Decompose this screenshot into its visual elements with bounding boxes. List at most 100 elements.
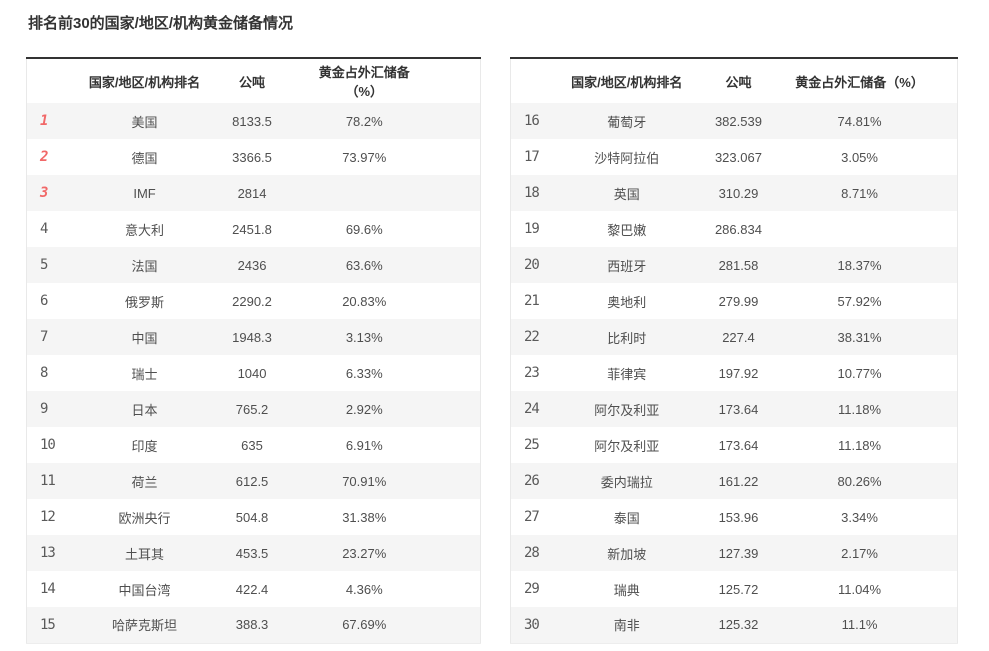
cell-tonnes: 310.29 xyxy=(718,185,759,201)
table-header: 国家/地区/机构排名 公吨 黄金占外汇储备（%） xyxy=(26,58,481,103)
cell-tonnes: 281.58 xyxy=(718,257,759,273)
cell-name: 西班牙 xyxy=(607,258,647,274)
header-rank xyxy=(510,58,569,103)
cell-pct: 3.13% xyxy=(345,329,383,345)
cell-name: 葡萄牙 xyxy=(607,114,647,130)
table-row: 7 中国 1948.3 3.13% xyxy=(26,319,481,355)
cell-rank: 2 xyxy=(40,149,48,165)
table-row: 30 南非 125.32 11.1% xyxy=(510,607,958,643)
cell-pct: 4.36% xyxy=(345,581,383,597)
table-row: 23 菲律宾 197.92 10.77% xyxy=(510,355,958,391)
cell-pct: 73.97% xyxy=(342,149,387,165)
cell-pct: 23.27% xyxy=(342,545,387,561)
cell-pct xyxy=(792,211,957,247)
cell-tonnes: 3366.5 xyxy=(232,149,272,165)
header-name: 国家/地区/机构排名 xyxy=(568,58,685,103)
cell-rank: 5 xyxy=(40,257,48,273)
cell-name: 奥地利 xyxy=(607,294,647,310)
cell-tonnes: 1948.3 xyxy=(232,329,272,345)
cell-name: 菲律宾 xyxy=(607,366,647,382)
cell-tonnes: 173.64 xyxy=(718,401,759,417)
table-row: 17 沙特阿拉伯 323.067 3.05% xyxy=(510,139,958,175)
cell-tonnes: 2436 xyxy=(237,257,267,273)
cell-pct: 63.6% xyxy=(345,257,383,273)
table-row: 12 欧洲央行 504.8 31.38% xyxy=(26,499,481,535)
cell-rank: 19 xyxy=(524,221,540,237)
cell-tonnes: 765.2 xyxy=(235,401,269,417)
table-row: 5 法国 2436 63.6% xyxy=(26,247,481,283)
table-row: 14 中国台湾 422.4 4.36% xyxy=(26,571,481,607)
cell-pct: 18.37% xyxy=(837,257,882,273)
table-row: 8 瑞士 1040 6.33% xyxy=(26,355,481,391)
cell-tonnes: 1040 xyxy=(237,365,267,381)
tables-container: 国家/地区/机构排名 公吨 黄金占外汇储备（%） 1 美国 8133.5 78.2% 2… xyxy=(26,57,959,644)
table-row: 16 葡萄牙 382.539 74.81% xyxy=(510,103,958,139)
header-pct: 黄金占外汇储备（%） xyxy=(792,58,958,103)
cell-rank: 28 xyxy=(524,545,540,561)
cell-rank: 10 xyxy=(40,437,56,453)
table-row: 3 IMF 2814 xyxy=(26,175,481,211)
cell-rank: 23 xyxy=(524,365,540,381)
cell-pct: 2.92% xyxy=(345,401,383,417)
cell-name: 阿尔及利亚 xyxy=(594,402,660,418)
table-row: 2 德国 3366.5 73.97% xyxy=(26,139,481,175)
cell-pct: 20.83% xyxy=(342,293,387,309)
cell-pct: 78.2% xyxy=(345,113,383,129)
cell-tonnes: 125.32 xyxy=(718,617,759,633)
cell-tonnes: 161.22 xyxy=(718,473,759,489)
cell-rank: 20 xyxy=(524,257,540,273)
cell-rank: 29 xyxy=(524,581,540,597)
cell-rank: 24 xyxy=(524,401,540,417)
table-row: 13 土耳其 453.5 23.27% xyxy=(26,535,481,571)
cell-name: 瑞士 xyxy=(131,366,158,382)
cell-tonnes: 173.64 xyxy=(718,437,759,453)
cell-rank: 15 xyxy=(40,616,56,633)
table-row: 21 奥地利 279.99 57.92% xyxy=(510,283,958,319)
cell-pct: 31.38% xyxy=(342,509,387,525)
cell-rank: 3 xyxy=(40,185,48,201)
cell-rank: 6 xyxy=(40,293,48,309)
table-row: 24 阿尔及利亚 173.64 11.18% xyxy=(510,391,958,427)
cell-rank: 26 xyxy=(524,473,540,489)
cell-tonnes: 382.539 xyxy=(714,113,762,129)
cell-name: 泰国 xyxy=(613,510,640,526)
cell-pct: 6.91% xyxy=(345,437,383,453)
table-row: 19 黎巴嫩 286.834 xyxy=(510,211,958,247)
cell-name: 美国 xyxy=(131,114,158,130)
cell-tonnes: 422.4 xyxy=(235,581,269,597)
cell-tonnes: 388.3 xyxy=(235,617,269,633)
cell-tonnes: 612.5 xyxy=(235,473,269,489)
table-body: 16 葡萄牙 382.539 74.81% 17 沙特阿拉伯 323.067 3.05% 18 英… xyxy=(510,103,958,643)
cell-name: 中国 xyxy=(131,330,158,346)
cell-tonnes: 227.4 xyxy=(722,329,755,345)
cell-name: 英国 xyxy=(613,186,640,202)
cell-name: 哈萨克斯坦 xyxy=(112,618,178,634)
cell-tonnes: 2290.2 xyxy=(232,293,272,309)
cell-rank: 4 xyxy=(40,221,48,237)
cell-name: 意大利 xyxy=(125,222,165,238)
cell-name: 南非 xyxy=(613,618,640,634)
cell-rank: 1 xyxy=(40,113,48,129)
cell-rank: 18 xyxy=(524,185,540,201)
cell-rank: 7 xyxy=(40,329,48,345)
cell-name: 荷兰 xyxy=(131,474,158,490)
cell-tonnes: 279.99 xyxy=(718,293,759,309)
cell-name: 黎巴嫩 xyxy=(607,222,647,238)
cell-rank: 25 xyxy=(524,437,540,453)
table-row: 27 泰国 153.96 3.34% xyxy=(510,499,958,535)
cell-tonnes: 286.834 xyxy=(714,221,762,237)
gold-reserves-table-left: 国家/地区/机构排名 公吨 黄金占外汇储备（%） 1 美国 8133.5 78.2% 2… xyxy=(26,57,481,644)
table-row: 28 新加坡 127.39 2.17% xyxy=(510,535,958,571)
table-row: 20 西班牙 281.58 18.37% xyxy=(510,247,958,283)
cell-pct: 57.92% xyxy=(837,293,882,309)
cell-tonnes: 153.96 xyxy=(718,509,759,525)
cell-rank: 17 xyxy=(524,149,540,165)
table-row: 11 荷兰 612.5 70.91% xyxy=(26,463,481,499)
table-row: 10 印度 635 6.91% xyxy=(26,427,481,463)
cell-tonnes: 127.39 xyxy=(718,545,759,561)
cell-rank: 16 xyxy=(524,113,540,129)
cell-rank: 14 xyxy=(40,581,56,597)
cell-name: 法国 xyxy=(131,258,158,274)
cell-pct: 2.17% xyxy=(841,545,878,561)
cell-rank: 11 xyxy=(40,473,56,489)
